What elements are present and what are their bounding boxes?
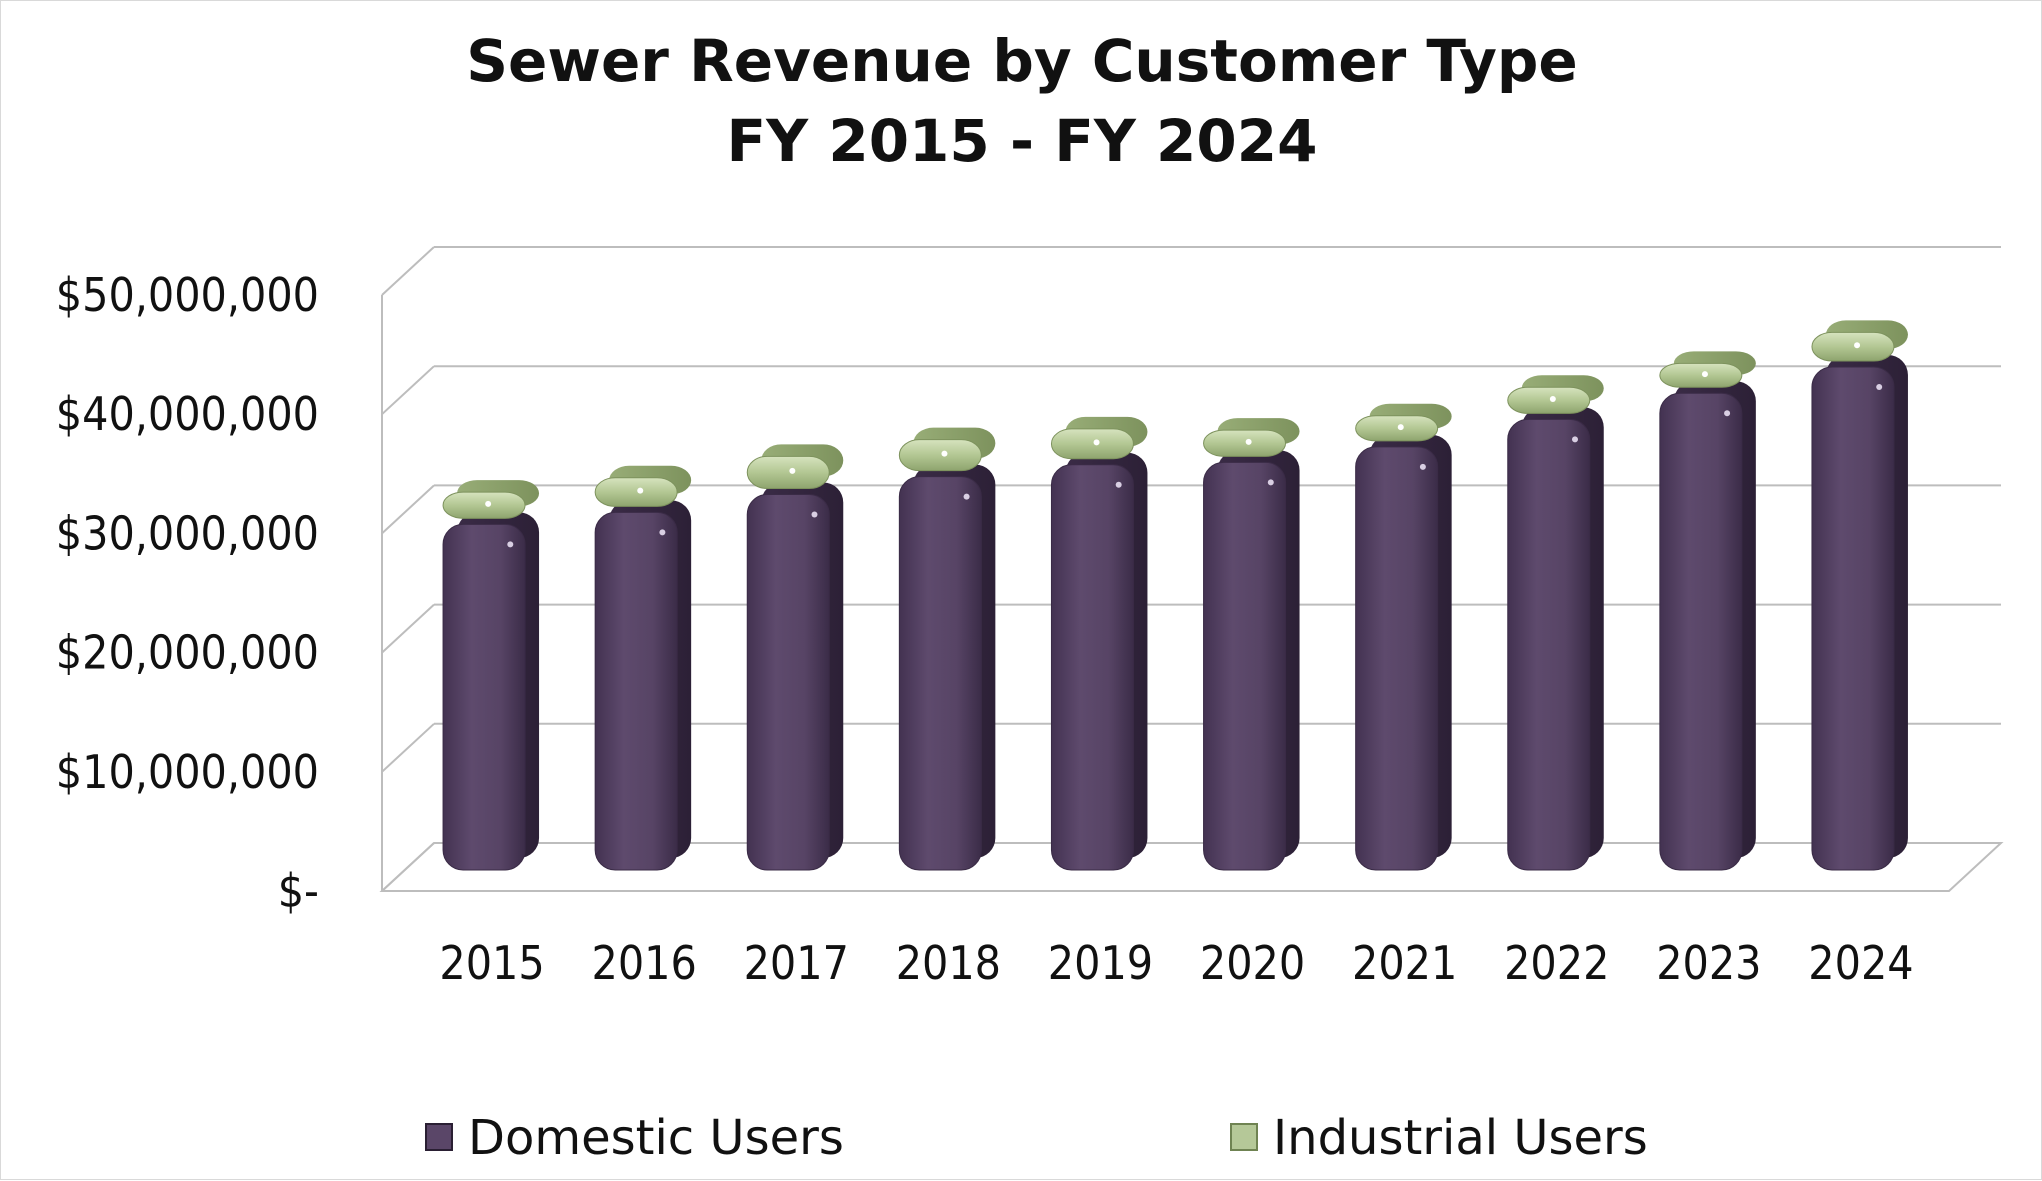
bar-industrial xyxy=(1355,415,1439,442)
bar-industrial-highlight xyxy=(789,467,796,474)
bar-domestic-highlight xyxy=(963,493,970,500)
bar-industrial xyxy=(594,477,678,507)
x-tick-label: 2015 xyxy=(439,936,544,990)
bar-domestic xyxy=(1203,461,1287,871)
y-tick-label: $10,000,000 xyxy=(56,745,319,799)
gridline-side xyxy=(381,246,435,296)
bar-industrial-highlight xyxy=(637,487,644,494)
chart-title-group: Sewer Revenue by Customer Type FY 2015 -… xyxy=(466,27,1577,175)
bar-domestic-highlight xyxy=(1571,436,1578,443)
legend-label-domestic: Domestic Users xyxy=(468,1110,844,1166)
bar-domestic xyxy=(1811,366,1895,871)
gridline-side xyxy=(381,365,435,415)
legend-swatch-industrial xyxy=(1230,1123,1258,1151)
bar-domestic xyxy=(442,523,526,871)
y-tick-label: $40,000,000 xyxy=(56,387,319,441)
x-tick-label: 2021 xyxy=(1352,936,1457,990)
gridline-side xyxy=(381,723,435,773)
bar-industrial-highlight xyxy=(1549,396,1556,403)
bar-domestic xyxy=(898,476,982,871)
bar-domestic xyxy=(1355,446,1439,871)
y-tick-label: $30,000,000 xyxy=(56,506,319,560)
bar-domestic-highlight xyxy=(507,541,514,548)
bar-domestic-highlight xyxy=(811,511,818,518)
bar-industrial xyxy=(1050,428,1134,460)
bar-domestic-highlight xyxy=(1267,479,1274,486)
bar-domestic-highlight xyxy=(659,529,666,536)
legend-item-domestic: Domestic Users xyxy=(425,1110,844,1166)
legend: Domestic Users Industrial Users xyxy=(425,1110,1648,1166)
bar-domestic-highlight xyxy=(1419,463,1426,470)
x-tick-label: 2024 xyxy=(1808,936,1913,990)
bar-industrial xyxy=(746,455,830,490)
bar-domestic xyxy=(1050,464,1134,871)
bar-domestic xyxy=(1507,418,1591,871)
y-tick-label: $- xyxy=(278,864,319,918)
bar-domestic xyxy=(594,511,678,871)
x-tick-label: 2022 xyxy=(1504,936,1609,990)
bar-industrial-highlight xyxy=(1245,438,1252,445)
bars xyxy=(442,320,1908,871)
legend-swatch-domestic xyxy=(425,1123,453,1151)
x-tick-label: 2019 xyxy=(1048,936,1153,990)
bar-domestic-highlight xyxy=(1724,410,1731,417)
bar-industrial xyxy=(1507,386,1591,414)
bar-industrial xyxy=(1659,362,1743,388)
bar-industrial-highlight xyxy=(1854,342,1861,349)
bar-domestic-highlight xyxy=(1876,383,1883,390)
chart-subtitle: FY 2015 - FY 2024 xyxy=(727,107,1318,175)
x-tick-label: 2023 xyxy=(1656,936,1761,990)
chart-title: Sewer Revenue by Customer Type xyxy=(466,27,1577,95)
chart-floor xyxy=(379,842,2004,892)
bar-domestic-highlight xyxy=(1115,481,1122,488)
bar-industrial-highlight xyxy=(1093,439,1100,446)
y-tick-label: $50,000,000 xyxy=(56,268,319,322)
floor-plane xyxy=(379,842,2004,892)
bar-industrial-highlight xyxy=(1701,371,1708,378)
bar-industrial-highlight xyxy=(485,500,492,507)
legend-item-industrial: Industrial Users xyxy=(1230,1110,1648,1166)
gridline-side xyxy=(381,603,435,654)
gridline-side xyxy=(381,484,435,535)
bar-industrial xyxy=(1811,331,1895,362)
y-tick-label: $20,000,000 xyxy=(56,626,319,680)
bar-industrial-highlight xyxy=(1397,424,1404,431)
x-tick-label: 2016 xyxy=(592,936,697,990)
bar-domestic xyxy=(1659,392,1743,871)
bar-domestic xyxy=(746,494,830,871)
bar-industrial xyxy=(898,439,982,472)
bar-industrial xyxy=(442,491,526,519)
bar-industrial xyxy=(1203,429,1287,457)
x-tick-label: 2018 xyxy=(896,936,1001,990)
bar-industrial-highlight xyxy=(941,450,948,457)
x-tick-label: 2020 xyxy=(1200,936,1305,990)
y-axis-tick-labels: $- $10,000,000 $20,000,000 $30,000,000 $40,0… xyxy=(56,268,319,918)
x-tick-label: 2017 xyxy=(744,936,849,990)
x-axis-tick-labels: 2015 2016 2017 2018 2019 2020 2021 2022 2023 2024 xyxy=(439,936,1913,990)
legend-label-industrial: Industrial Users xyxy=(1273,1110,1648,1166)
